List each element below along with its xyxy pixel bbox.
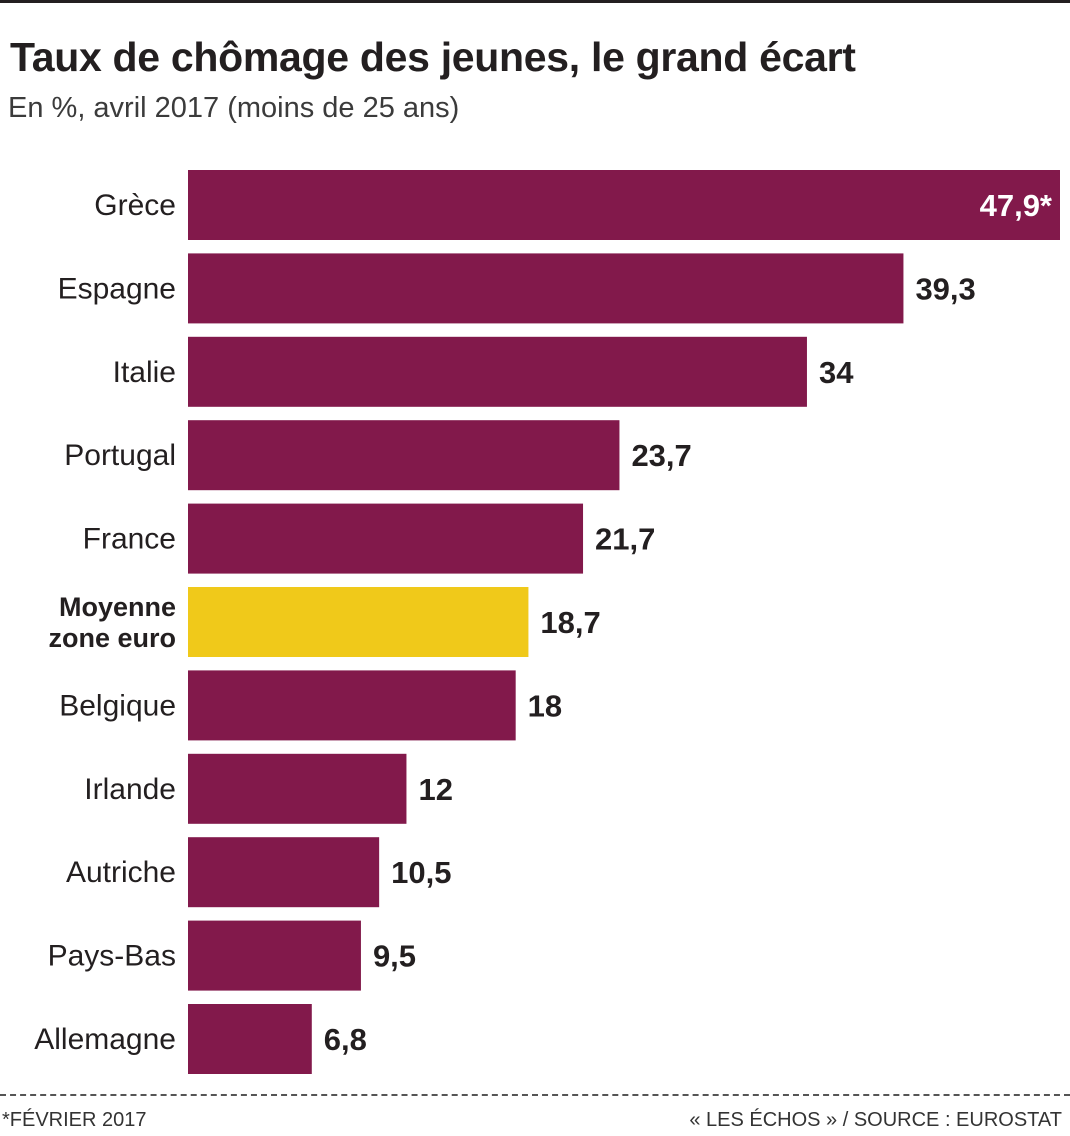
chart-title: Taux de chômage des jeunes, le grand éca…: [10, 34, 856, 80]
bar-grece: [188, 170, 1060, 240]
category-label-allemagne: Allemagne: [34, 1023, 176, 1056]
category-label-belgique: Belgique: [59, 689, 176, 722]
category-label-pays-bas: Pays-Bas: [48, 940, 176, 973]
value-label-espagne: 39,3: [915, 271, 975, 306]
value-label-france: 21,7: [595, 522, 655, 557]
bar-irlande: [188, 753, 407, 824]
source-credit: « LES ÉCHOS » / SOURCE : EUROSTAT: [689, 1109, 1062, 1131]
value-label-allemagne: 6,8: [324, 1022, 367, 1057]
footer-dashed-rule: [0, 1094, 1070, 1096]
category-label-italie: Italie: [113, 356, 176, 389]
bar-espagne: [188, 253, 904, 324]
top-rule: [0, 0, 1070, 3]
value-label-italie: 34: [819, 355, 854, 390]
bar-autriche: [188, 837, 380, 908]
category-label-france: France: [83, 523, 176, 556]
value-label-grece: 47,9*: [980, 188, 1053, 223]
value-label-pays-bas: 9,5: [373, 939, 416, 974]
category-label-autriche: Autriche: [66, 856, 176, 889]
value-label-belgique: 18: [528, 688, 562, 723]
value-label-irlande: 12: [418, 772, 452, 807]
bar-moyenne-zone-euro: [188, 587, 529, 657]
category-label-espagne: Espagne: [58, 272, 176, 305]
category-label-portugal: Portugal: [64, 439, 176, 472]
footnote: *FÉVRIER 2017: [2, 1109, 147, 1131]
bar-pays-bas: [188, 920, 361, 991]
bar-italie: [188, 336, 807, 407]
category-label-irlande: Irlande: [84, 773, 176, 806]
chart-subtitle: En %, avril 2017 (moins de 25 ans): [8, 92, 460, 124]
bar-portugal: [188, 420, 620, 491]
bar-belgique: [188, 670, 516, 741]
value-label-moyenne-zone-euro: 18,7: [540, 605, 600, 640]
value-label-portugal: 23,7: [631, 438, 691, 473]
value-label-autriche: 10,5: [391, 855, 451, 890]
bar-allemagne: [188, 1004, 312, 1074]
category-label-grece: Grèce: [94, 189, 176, 222]
bar-france: [188, 503, 584, 574]
category-label-moyenne-zone-euro: Moyenne zone euro: [48, 592, 176, 653]
